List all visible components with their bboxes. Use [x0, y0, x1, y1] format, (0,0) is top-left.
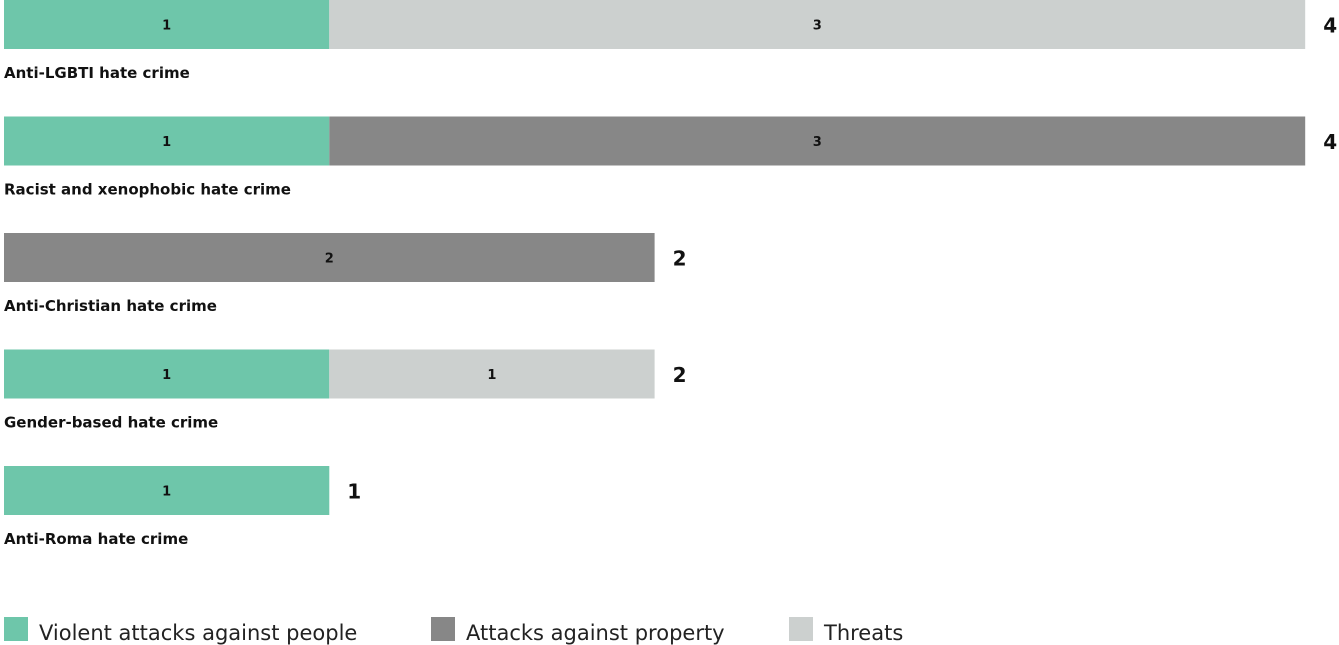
category-label: Anti-Roma hate crime: [4, 530, 188, 548]
legend-swatch: [789, 617, 813, 641]
bar-segment: [4, 466, 330, 515]
category-label: Racist and xenophobic hate crime: [4, 181, 291, 199]
total-value-label: 1: [347, 480, 361, 504]
bar-segment: [329, 349, 655, 399]
bar-segment: [4, 233, 655, 282]
segment-value-label: 1: [162, 485, 171, 500]
bar-group: 1 3 4 Racist and xenophobic hate crime: [4, 116, 1337, 199]
segment-value-label: 1: [162, 135, 171, 150]
total-value-label: 4: [1323, 130, 1337, 154]
segment-value-label: 2: [325, 252, 334, 267]
total-value-label: 2: [673, 247, 687, 271]
legend-label: Violent attacks against people: [39, 621, 357, 645]
bar-group: 1 1 2 Gender-based hate crime: [4, 349, 687, 432]
category-label: Gender-based hate crime: [4, 414, 218, 432]
legend-label: Attacks against property: [466, 621, 725, 645]
segment-value-label: 3: [813, 19, 822, 34]
bar-segment: [329, 116, 1306, 166]
bar-segment: [4, 0, 330, 49]
bar-group: 2 2 Anti-Christian hate crime: [4, 233, 687, 315]
total-value-label: 4: [1323, 14, 1337, 38]
category-label: Anti-Christian hate crime: [4, 297, 217, 315]
legend-label: Threats: [823, 621, 903, 645]
total-value-label: 2: [673, 363, 687, 387]
segment-value-label: 1: [162, 19, 171, 34]
bar-segment: [4, 349, 330, 399]
legend: Violent attacks against people Attacks ag…: [4, 617, 903, 645]
bar-group: 1 1 Anti-Roma hate crime: [4, 466, 361, 548]
legend-swatch: [4, 617, 28, 641]
segment-value-label: 1: [487, 368, 496, 383]
category-label: Anti-LGBTI hate crime: [4, 64, 190, 82]
legend-swatch: [431, 617, 455, 641]
segment-value-label: 3: [813, 135, 822, 150]
bar-group: 1 3 4 Anti-LGBTI hate crime: [4, 0, 1337, 82]
bar-segment: [329, 0, 1306, 49]
bar-segment: [4, 116, 330, 166]
segment-value-label: 1: [162, 368, 171, 383]
